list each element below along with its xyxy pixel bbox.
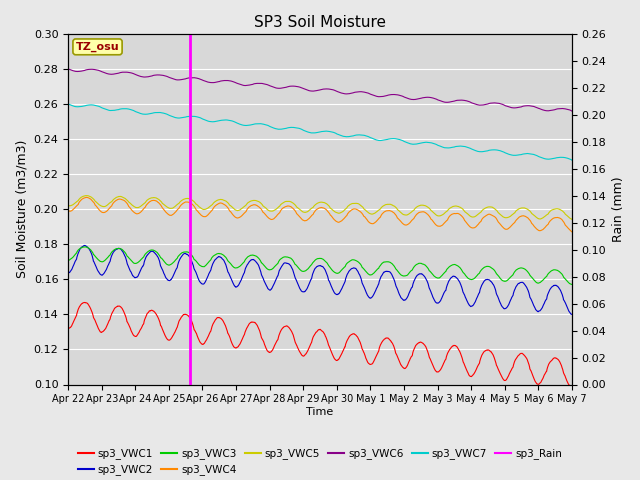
sp3_VWC5 [568, 216, 576, 222]
sp3_VWC5 [152, 195, 159, 201]
sp3_VWC4 [504, 226, 512, 232]
sp3_VWC5 [504, 215, 512, 220]
sp3_VWC1 [504, 374, 512, 380]
Title: SP3 Soil Moisture: SP3 Soil Moisture [254, 15, 386, 30]
sp3_VWC6 [122, 69, 129, 75]
sp3_VWC6 [257, 81, 265, 86]
sp3_VWC6 [279, 85, 287, 91]
sp3_VWC6 [558, 106, 566, 111]
sp3_VWC7 [558, 155, 566, 160]
sp3_VWC4 [258, 206, 266, 212]
Line: sp3_VWC4: sp3_VWC4 [68, 197, 572, 232]
sp3_VWC4 [568, 229, 576, 235]
sp3_VWC3 [122, 251, 130, 256]
Line: sp3_VWC2: sp3_VWC2 [68, 245, 572, 314]
sp3_VWC7 [152, 110, 159, 116]
sp3_VWC4 [280, 205, 287, 211]
sp3_VWC1 [558, 365, 566, 371]
sp3_VWC5 [122, 196, 130, 202]
X-axis label: Time: Time [307, 407, 333, 417]
sp3_VWC1 [152, 311, 159, 316]
sp3_VWC6 [152, 72, 159, 78]
sp3_VWC7 [257, 121, 265, 127]
sp3_VWC1 [81, 300, 88, 305]
Line: sp3_VWC3: sp3_VWC3 [68, 247, 572, 285]
sp3_VWC4 [558, 217, 566, 223]
Legend: sp3_VWC1, sp3_VWC2, sp3_VWC3, sp3_VWC4, sp3_VWC5, sp3_VWC6, sp3_VWC7, sp3_Rain: sp3_VWC1, sp3_VWC2, sp3_VWC3, sp3_VWC4, … [74, 444, 566, 480]
sp3_VWC5 [558, 208, 566, 214]
sp3_VWC3 [152, 249, 159, 254]
sp3_VWC1 [568, 385, 575, 391]
sp3_VWC7 [504, 151, 511, 156]
Y-axis label: Soil Moisture (m3/m3): Soil Moisture (m3/m3) [15, 140, 28, 278]
sp3_VWC4 [64, 207, 72, 213]
sp3_VWC2 [504, 303, 512, 309]
sp3_VWC3 [64, 257, 72, 263]
sp3_VWC2 [81, 242, 88, 248]
Line: sp3_VWC1: sp3_VWC1 [68, 302, 572, 388]
Line: sp3_VWC5: sp3_VWC5 [68, 196, 572, 219]
Line: sp3_VWC6: sp3_VWC6 [68, 69, 572, 111]
sp3_VWC5 [280, 200, 287, 205]
sp3_VWC1 [64, 325, 72, 331]
sp3_VWC3 [558, 271, 566, 277]
sp3_VWC6 [504, 104, 511, 109]
sp3_VWC3 [258, 260, 266, 265]
sp3_VWC1 [258, 335, 266, 341]
sp3_VWC4 [83, 194, 90, 200]
sp3_VWC4 [122, 199, 130, 205]
sp3_VWC5 [83, 193, 91, 199]
Y-axis label: Rain (mm): Rain (mm) [612, 177, 625, 242]
sp3_VWC6 [64, 66, 72, 72]
sp3_VWC1 [122, 314, 130, 320]
sp3_VWC3 [504, 277, 512, 283]
sp3_VWC7 [568, 157, 576, 163]
sp3_VWC7 [122, 106, 129, 112]
sp3_VWC6 [568, 108, 576, 114]
Line: sp3_VWC7: sp3_VWC7 [68, 104, 572, 160]
sp3_VWC2 [122, 255, 130, 261]
sp3_VWC2 [152, 251, 159, 257]
sp3_VWC2 [558, 291, 566, 297]
sp3_VWC2 [280, 261, 287, 267]
sp3_VWC4 [152, 198, 159, 204]
sp3_VWC2 [258, 272, 266, 277]
sp3_VWC2 [64, 270, 72, 276]
sp3_VWC1 [280, 324, 287, 330]
sp3_VWC5 [64, 203, 72, 208]
sp3_VWC5 [258, 201, 266, 206]
sp3_VWC7 [279, 126, 287, 132]
sp3_VWC3 [280, 254, 287, 260]
sp3_VWC7 [64, 101, 72, 107]
sp3_VWC2 [568, 312, 576, 317]
sp3_VWC1 [568, 385, 576, 391]
sp3_VWC3 [568, 282, 576, 288]
sp3_VWC3 [81, 244, 88, 250]
Text: TZ_osu: TZ_osu [76, 42, 119, 52]
